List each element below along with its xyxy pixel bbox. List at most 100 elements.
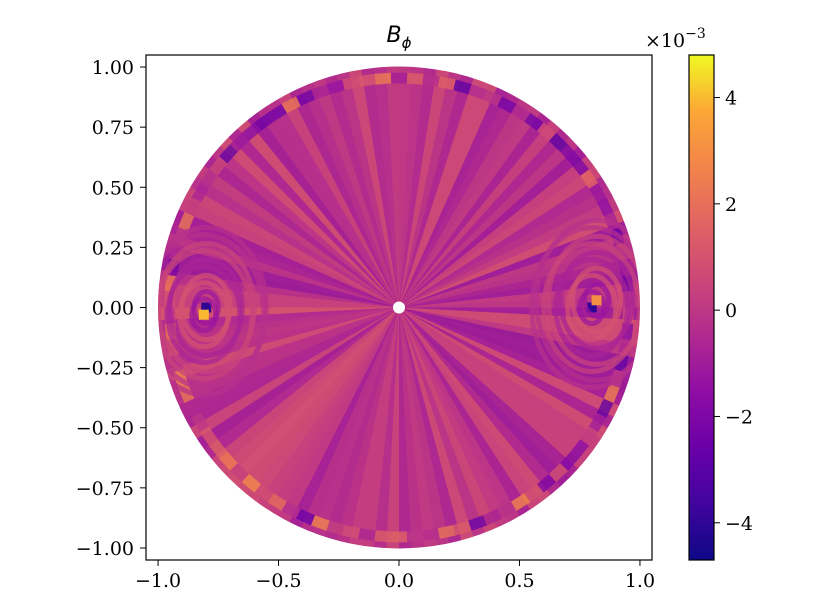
rim-cell xyxy=(358,73,376,87)
y-tick-label: 0.25 xyxy=(92,237,134,259)
chart-title-subscript: ϕ xyxy=(402,34,412,52)
disk-field xyxy=(158,66,640,549)
field-wedge xyxy=(399,66,452,308)
field-wedge xyxy=(220,119,399,308)
field-wedge xyxy=(179,307,399,446)
field-wedge xyxy=(372,307,399,549)
rim-cell xyxy=(468,84,488,100)
field-wedge xyxy=(359,66,399,308)
field-wedge xyxy=(399,158,612,308)
rim-cell xyxy=(589,412,607,432)
field-wedge xyxy=(399,102,559,308)
rim-cell xyxy=(603,384,620,404)
rim-cell xyxy=(390,531,408,543)
rim-cell xyxy=(468,515,488,531)
rim-cell xyxy=(184,197,202,217)
field-wedge xyxy=(346,307,399,549)
field-wedge xyxy=(399,307,596,477)
y-tick-label: −1.00 xyxy=(76,538,134,560)
colorbar-gradient xyxy=(689,55,714,560)
field-wedge xyxy=(399,138,596,308)
rim-cell xyxy=(184,398,202,418)
colorbar-multiplier-exponent: −3 xyxy=(685,26,706,42)
field-wedge xyxy=(210,128,399,308)
field-wedge xyxy=(399,307,478,549)
field-wedge xyxy=(399,110,569,308)
field-wedge xyxy=(399,307,439,549)
field-wedges xyxy=(158,66,640,549)
rim-cell xyxy=(358,528,376,542)
rim-cell xyxy=(219,451,238,471)
rim-cell xyxy=(560,451,579,471)
field-wedge xyxy=(399,66,490,308)
y-tick-label: 0.00 xyxy=(92,298,134,320)
rim-cell xyxy=(281,96,301,114)
x-tick-label: −0.5 xyxy=(255,570,301,592)
field-wedge xyxy=(399,66,426,308)
rim-cell xyxy=(178,211,195,231)
rim-cell xyxy=(580,169,599,189)
hotspot-ring xyxy=(582,281,612,319)
colorbar-tick-label: 0 xyxy=(725,300,737,322)
rim-cell xyxy=(453,520,472,536)
field-wedge xyxy=(399,307,413,549)
field-wedge xyxy=(399,181,625,308)
field-wedge xyxy=(261,307,399,527)
field-wedge xyxy=(399,307,465,549)
field-wedge xyxy=(308,66,399,308)
rim-cell xyxy=(511,493,531,511)
field-wedge xyxy=(220,307,399,496)
rim-cell xyxy=(497,96,517,114)
rim-cell xyxy=(208,439,228,459)
field-wedge xyxy=(399,307,490,549)
y-tick-label: −0.25 xyxy=(76,358,134,380)
rim-cell xyxy=(326,520,345,536)
field-wedge xyxy=(399,307,631,423)
hotspot-ring xyxy=(177,280,231,350)
rim-cell xyxy=(570,439,590,459)
field-wedge xyxy=(399,307,502,544)
field-wedge xyxy=(167,192,399,308)
rim-cell xyxy=(342,524,361,539)
field-wedge xyxy=(250,307,399,520)
rim-cell xyxy=(230,463,250,483)
hotspot-ring xyxy=(529,225,640,390)
field-wedge xyxy=(399,66,478,308)
rim-cell xyxy=(570,156,590,176)
hotspot-ring xyxy=(158,248,255,382)
rim-cell xyxy=(482,89,502,107)
field-wedge xyxy=(399,307,588,487)
field-wedge xyxy=(399,307,619,446)
rim-cell xyxy=(536,474,557,493)
field-wedge xyxy=(399,76,514,308)
rim-cell xyxy=(241,474,262,493)
hotspot-ring xyxy=(158,232,267,398)
x-tick-label: 1.0 xyxy=(625,570,655,592)
field-wedge xyxy=(173,181,399,308)
y-tick-label: 0.50 xyxy=(92,177,134,199)
field-wedge xyxy=(399,307,625,434)
field-wedge xyxy=(186,307,399,457)
rim-cell xyxy=(342,76,361,91)
field-wedge xyxy=(272,82,399,308)
field-wedge xyxy=(158,281,399,308)
field-wedge xyxy=(399,307,612,457)
rim-cell xyxy=(326,79,345,95)
field-wedge xyxy=(399,229,640,308)
rim-cell xyxy=(524,484,544,503)
hotspot-core xyxy=(591,295,602,306)
field-wedge xyxy=(308,307,399,549)
rim-cell xyxy=(241,122,262,141)
rim-cell xyxy=(230,132,250,152)
field-wedge xyxy=(399,148,604,308)
field-wedge xyxy=(202,307,399,477)
rim-cell xyxy=(453,79,472,95)
rim-cell xyxy=(437,76,456,91)
hotspot-ring xyxy=(565,273,619,342)
field-wedge xyxy=(272,307,399,533)
field-wedge xyxy=(399,66,413,308)
hotspot-ring xyxy=(189,296,219,334)
hotspot-ring xyxy=(165,264,243,366)
rim-cell xyxy=(437,524,456,539)
